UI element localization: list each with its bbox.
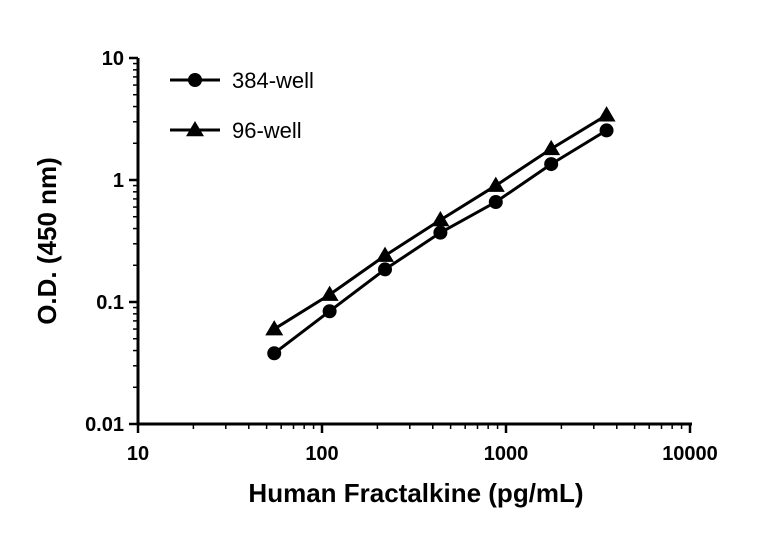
y-axis-ticks: [129, 56, 138, 426]
x-axis-title: Human Fractalkine (pg/mL): [248, 478, 583, 508]
data-point: [544, 157, 559, 172]
y-tick-label: 10: [102, 48, 124, 70]
data-point: [378, 262, 393, 277]
data-point: [433, 225, 448, 240]
data-point: [597, 106, 616, 122]
data-point: [486, 176, 505, 192]
legend-marker: [188, 73, 202, 87]
x-axis-ticks: [136, 424, 692, 433]
series-group: [265, 106, 616, 361]
x-axis-tick-labels: 10 100 1000 10000: [127, 443, 718, 465]
x-tick-label: 10: [127, 443, 149, 465]
legend-label: 96-well: [232, 118, 302, 143]
axes-group: [136, 58, 692, 426]
legend-item: 96-well: [170, 118, 302, 143]
x-tick-label: 10000: [662, 443, 718, 465]
data-point: [320, 285, 339, 301]
legend-item: 384-well: [170, 68, 314, 93]
data-point: [376, 246, 395, 262]
legend-label: 384-well: [232, 68, 314, 93]
data-point: [267, 346, 282, 361]
y-axis-tick-labels: 0.01 0.1 1 10: [85, 48, 124, 436]
series-96-well: [265, 106, 616, 336]
data-point: [542, 139, 561, 156]
x-tick-label: 1000: [484, 443, 529, 465]
data-point: [488, 195, 503, 210]
legend-marker: [186, 121, 204, 137]
y-tick-label: 0.01: [85, 414, 124, 436]
x-tick-label: 100: [305, 443, 338, 465]
data-point: [265, 320, 284, 336]
y-tick-label: 0.1: [96, 292, 124, 314]
series-384-well: [267, 123, 614, 361]
data-point: [599, 123, 614, 138]
data-point: [431, 211, 450, 227]
data-point: [322, 304, 337, 319]
y-tick-label: 1: [113, 170, 124, 192]
y-axis-title: O.D. (450 nm): [32, 157, 62, 325]
legend: 384-well 96-well: [170, 68, 314, 143]
